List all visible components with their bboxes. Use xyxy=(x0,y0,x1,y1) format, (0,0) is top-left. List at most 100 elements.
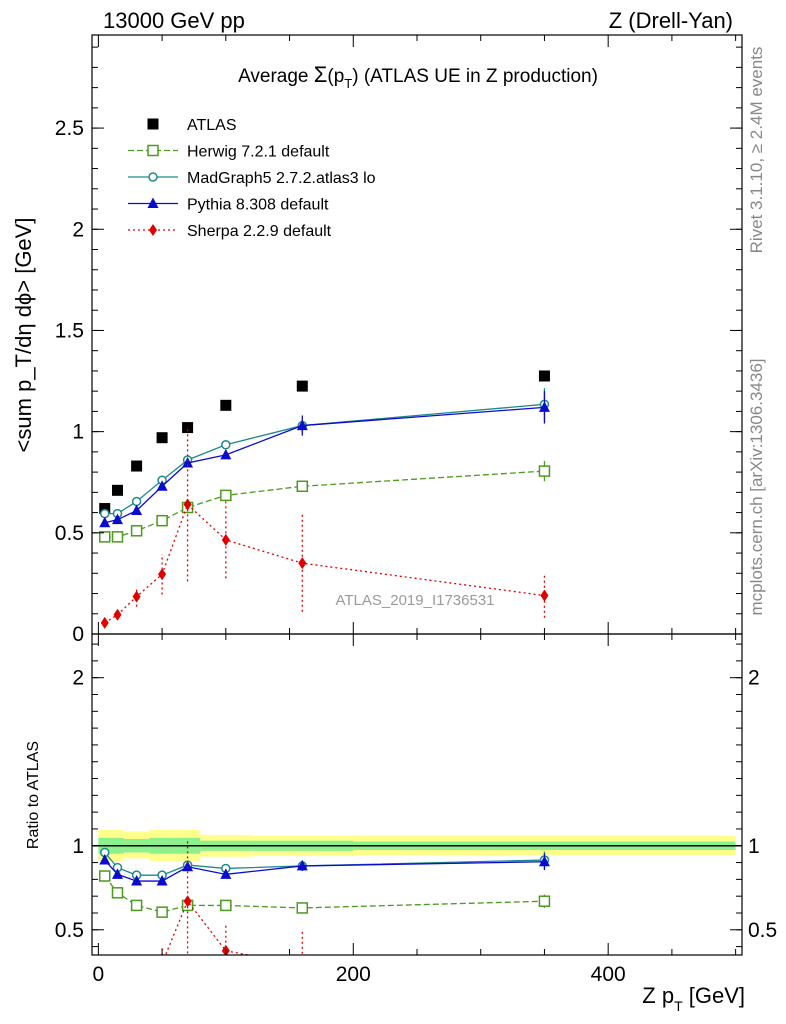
mcplots-label: mcplots.cern.ch [arXiv:1306.3436] xyxy=(747,358,766,615)
main-point-pythia-8-308-default xyxy=(296,419,308,431)
ratio-point-sherpa-2-2-9-default xyxy=(298,959,306,971)
legend: ATLAS Herwig 7.2.1 default MadGraph5 2.7.2… xyxy=(128,117,376,240)
main-line-pythia-8-308-default xyxy=(104,406,545,524)
xlabel-z-p: Z p xyxy=(642,983,674,1008)
ratio-point-pythia-8-308-default xyxy=(131,875,143,886)
main-series-sherpa-2-2-9-default xyxy=(100,427,549,629)
main-point-sherpa-2-2-9-default xyxy=(113,608,122,621)
main-point-herwig-7-2-1-default xyxy=(296,480,309,493)
main-point-sherpa-2-2-9-default xyxy=(158,568,167,581)
main-point-sherpa-2-2-9-default xyxy=(298,557,307,570)
main-point-pythia-8-308-default xyxy=(220,448,232,460)
title-prefix: Average xyxy=(238,66,314,87)
main-point-atlas xyxy=(296,380,308,392)
xlabel-sub-t: T xyxy=(674,998,683,1014)
rivet-label-text: Rivet 3.1.10, ≥ 2.4M events xyxy=(747,47,766,254)
main-ytick-label-left: 1.5 xyxy=(55,319,84,342)
main-point-sherpa-2-2-9-default xyxy=(132,590,141,603)
main-point-sherpa-2-2-9-default xyxy=(221,533,230,546)
ratio-xtick-label: 200 xyxy=(336,963,371,986)
main-ytick-label-left: 1 xyxy=(72,421,84,444)
ratio-point-herwig-7-2-1-default xyxy=(538,895,551,907)
main-point-pythia-8-308-default xyxy=(156,480,168,491)
main-point-herwig-7-2-1-default xyxy=(98,531,111,543)
rivet-label: Rivet 3.1.10, ≥ 2.4M events xyxy=(747,47,766,254)
ratio-point-pythia-8-308-default xyxy=(220,868,232,879)
legend-label-madgraph5-2-7-2-atlas3-lo: MadGraph5 2.7.2.atlas3 lo xyxy=(187,170,376,187)
ratio-xtick-label: 0 xyxy=(93,963,105,986)
main-point-sherpa-2-2-9-default xyxy=(540,589,549,602)
ratio-line-herwig-7-2-1-default xyxy=(104,875,545,913)
header-left-text: 13000 GeV pp xyxy=(103,8,245,33)
xlabel-unit: [GeV] xyxy=(683,983,745,1008)
main-point-atlas xyxy=(131,460,143,472)
main-ytick-label-left: 0.5 xyxy=(55,522,84,545)
main-point-pythia-8-308-default xyxy=(538,401,550,412)
main-point-sherpa-2-2-9-default xyxy=(183,498,192,511)
ratio-point-pythia-8-308-default xyxy=(182,860,194,872)
legend-label-herwig-7-2-1-default: Herwig 7.2.1 default xyxy=(187,144,330,161)
ratio-point-pythia-8-308-default xyxy=(538,855,550,867)
main-series-atlas xyxy=(99,370,550,515)
main-point-atlas xyxy=(99,503,111,515)
main-point-madgraph5-2-7-2-atlas3-lo xyxy=(131,496,142,507)
main-ytick-label-left: 0 xyxy=(72,623,84,646)
ratio-xtick-label: 400 xyxy=(591,963,626,986)
title-paren-close: ) xyxy=(352,66,358,87)
title-sub-t: T xyxy=(344,76,352,91)
ratio-series-pythia-8-308-default xyxy=(99,853,550,886)
main-ytick-label-left: 2 xyxy=(72,218,84,241)
main-content xyxy=(98,370,551,629)
ratio-point-sherpa-2-2-9-default xyxy=(540,983,548,995)
main-point-atlas xyxy=(220,399,232,411)
analysis-watermark: ATLAS_2019_I1736531 xyxy=(335,592,494,609)
main-point-madgraph5-2-7-2-atlas3-lo xyxy=(99,508,110,519)
ratio-point-herwig-7-2-1-default xyxy=(111,887,124,899)
ratio-panel: 0.5 0.5 1 1 2 2 0 200 400 xyxy=(55,633,777,995)
ratio-content xyxy=(92,829,742,995)
legend-label-pythia-8-308-default: Pythia 8.308 default xyxy=(187,197,329,214)
ratio-point-herwig-7-2-1-default xyxy=(98,870,111,882)
legend-label-atlas: ATLAS xyxy=(187,117,237,134)
main-point-herwig-7-2-1-default xyxy=(130,525,143,537)
ratio-point-sherpa-2-2-9-default xyxy=(183,895,192,908)
legend-entry-herwig-7-2-1-default: Herwig 7.2.1 default xyxy=(128,144,330,161)
main-point-madgraph5-2-7-2-atlas3-lo xyxy=(221,440,231,450)
main-panel: 0 0.5 1 1.5 2 2.5 xyxy=(55,34,743,646)
mcplots-label-text: mcplots.cern.ch [arXiv:1306.3436] xyxy=(747,358,766,615)
main-point-herwig-7-2-1-default xyxy=(156,514,168,527)
ratio-point-herwig-7-2-1-default xyxy=(130,899,143,912)
legend-marker-pythia-8-308-default xyxy=(147,197,159,208)
legend-entry-sherpa-2-2-9-default: Sherpa 2.2.9 default xyxy=(128,223,332,240)
ratio-point-pythia-8-308-default xyxy=(111,868,123,879)
legend-entry-atlas: ATLAS xyxy=(147,117,237,134)
legend-marker-herwig-7-2-1-default xyxy=(147,144,159,157)
ratio-ytick-label-right: 0.5 xyxy=(748,919,777,942)
main-point-atlas xyxy=(182,422,194,434)
main-ytick-label-left: 2.5 xyxy=(55,117,84,140)
main-point-pythia-8-308-default xyxy=(131,504,143,516)
main-point-herwig-7-2-1-default xyxy=(220,489,232,502)
legend-entry-pythia-8-308-default: Pythia 8.308 default xyxy=(128,197,329,214)
legend-marker-madgraph5-2-7-2-atlas3-lo xyxy=(148,172,158,182)
ratio-point-pythia-8-308-default xyxy=(156,875,168,886)
main-line-madgraph5-2-7-2-atlas3-lo xyxy=(104,403,545,515)
main-ylabel-text: <sum p_T/dη dϕ> [GeV] xyxy=(11,218,36,453)
ratio-ytick-label-left: 1 xyxy=(72,835,84,858)
ratio-ticks: 0.5 0.5 1 1 2 2 0 200 400 xyxy=(55,634,777,986)
plot-title: Average Σ(pT) (ATLAS UE in Z production) xyxy=(238,62,598,91)
title-sigma: Σ xyxy=(314,62,328,87)
legend-marker-atlas xyxy=(147,118,159,130)
ratio-ytick-label-right: 2 xyxy=(748,667,760,690)
main-series-pythia-8-308-default xyxy=(99,391,550,528)
main-point-atlas xyxy=(111,484,123,496)
main-ylabel: <sum p_T/dη dϕ> [GeV] xyxy=(11,218,36,453)
main-point-herwig-7-2-1-default xyxy=(111,531,124,543)
ratio-point-sherpa-2-2-9-default xyxy=(158,957,166,969)
main-point-herwig-7-2-1-default xyxy=(538,465,551,477)
header-right-text: Z (Drell-Yan) xyxy=(609,8,733,33)
ratio-point-herwig-7-2-1-default xyxy=(296,902,309,914)
main-point-sherpa-2-2-9-default xyxy=(100,616,109,629)
ratio-point-herwig-7-2-1-default xyxy=(156,906,168,918)
